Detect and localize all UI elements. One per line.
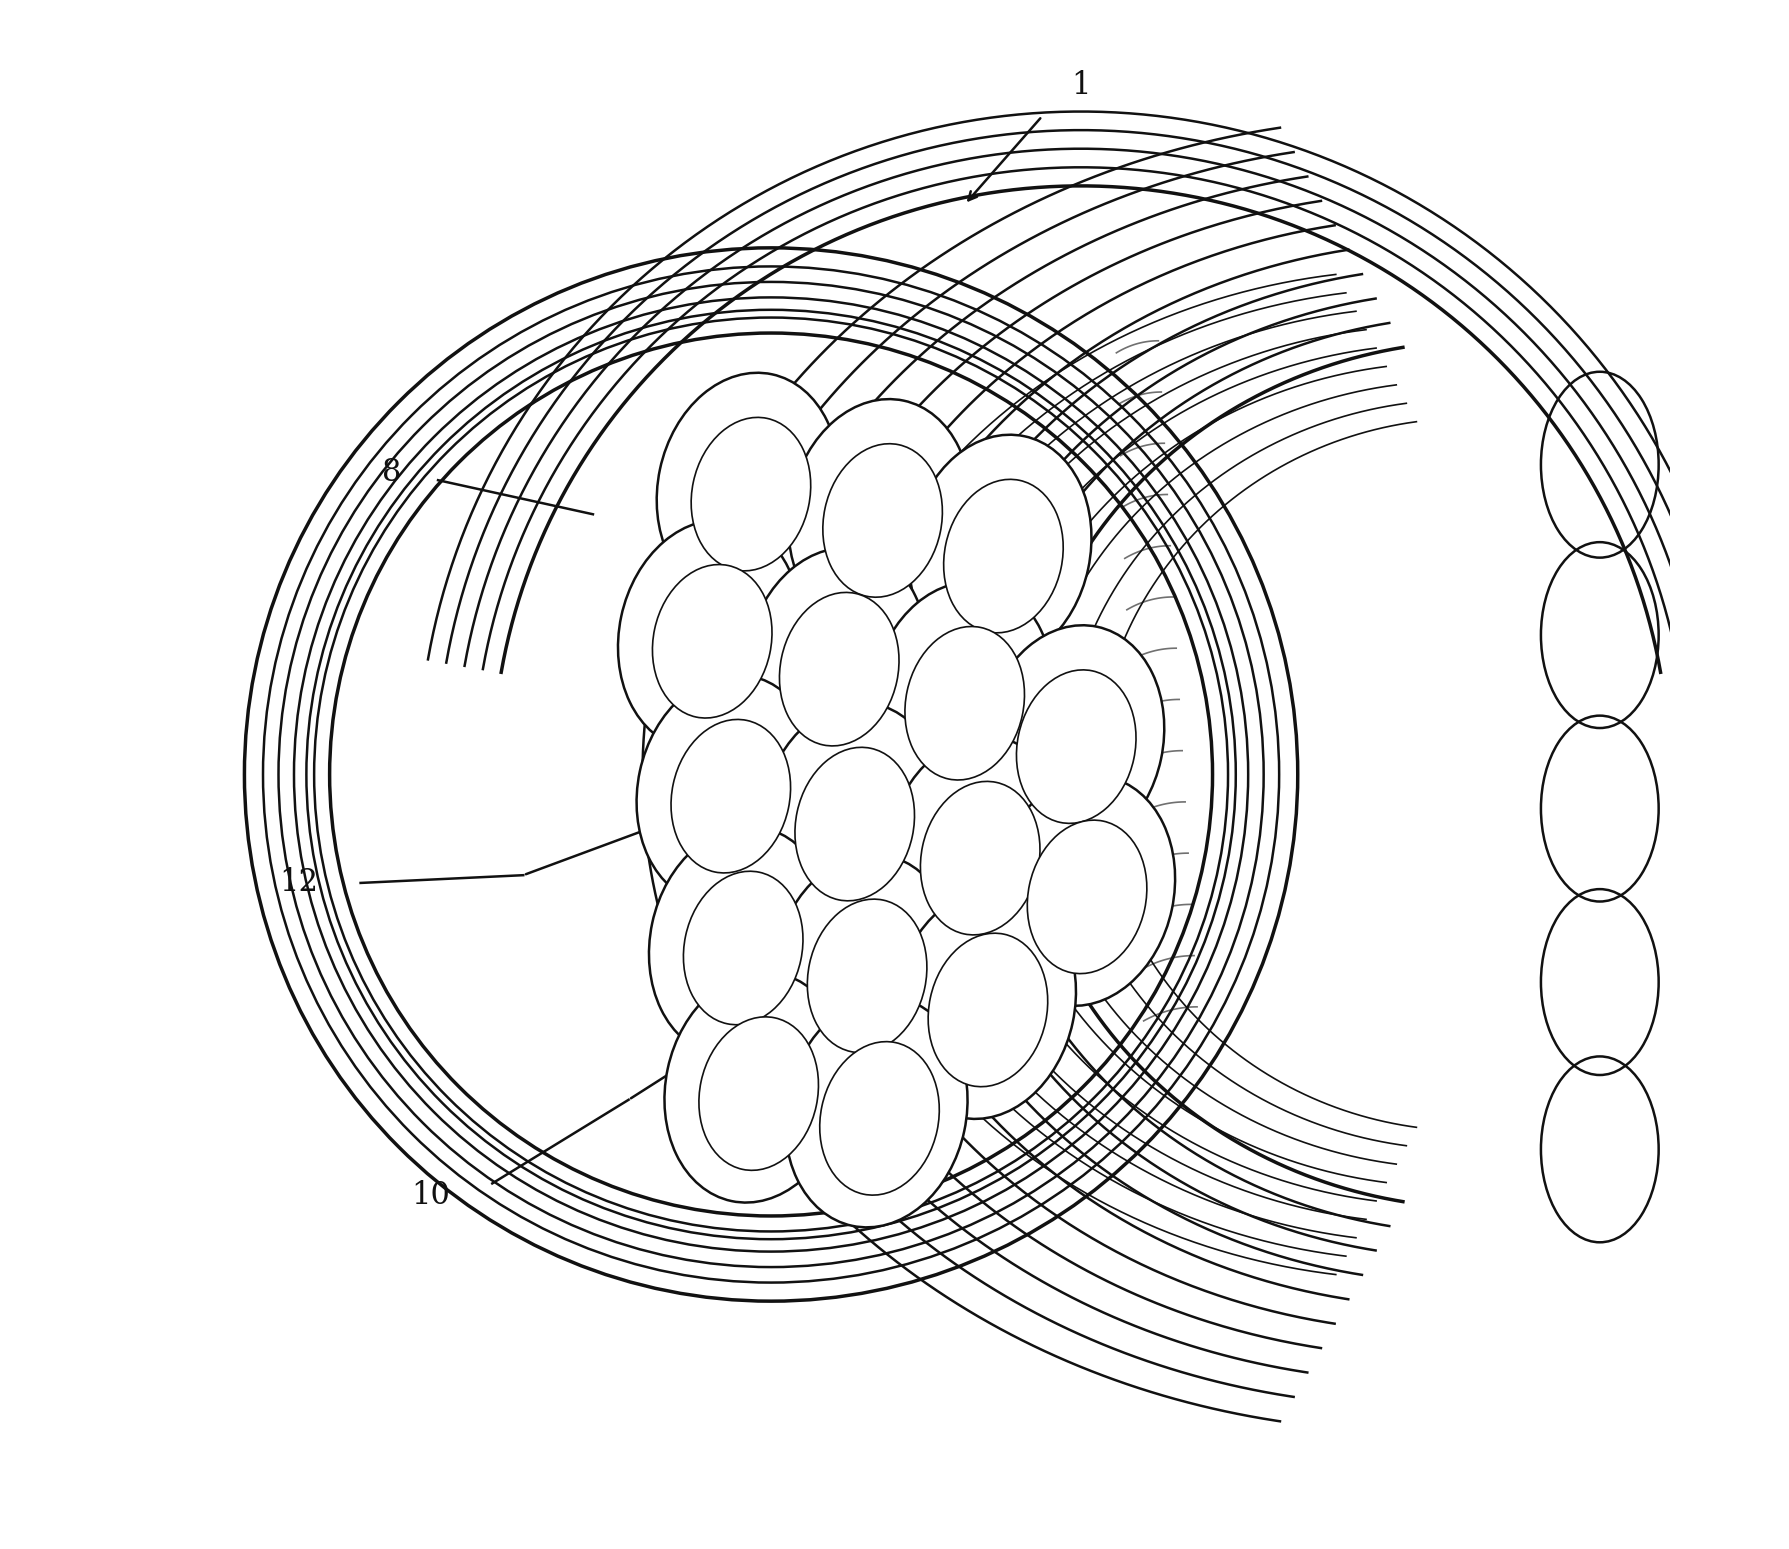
- Ellipse shape: [785, 998, 968, 1227]
- Text: 1: 1: [1070, 70, 1090, 101]
- Ellipse shape: [683, 871, 803, 1025]
- Ellipse shape: [1016, 669, 1136, 824]
- Ellipse shape: [794, 747, 914, 902]
- Ellipse shape: [920, 781, 1039, 936]
- Ellipse shape: [773, 855, 955, 1084]
- Ellipse shape: [760, 703, 943, 932]
- Ellipse shape: [1027, 819, 1147, 974]
- Ellipse shape: [993, 776, 1174, 1005]
- Ellipse shape: [869, 582, 1052, 812]
- Ellipse shape: [691, 417, 810, 572]
- Text: 8: 8: [381, 457, 401, 488]
- Ellipse shape: [928, 932, 1047, 1087]
- Ellipse shape: [943, 479, 1063, 634]
- Ellipse shape: [617, 520, 800, 750]
- Ellipse shape: [909, 435, 1091, 665]
- Ellipse shape: [886, 737, 1068, 967]
- Ellipse shape: [637, 675, 818, 905]
- Ellipse shape: [657, 373, 839, 603]
- Ellipse shape: [893, 889, 1075, 1118]
- Ellipse shape: [819, 1041, 939, 1196]
- Ellipse shape: [787, 400, 970, 629]
- Ellipse shape: [982, 626, 1163, 855]
- Ellipse shape: [823, 443, 941, 598]
- Ellipse shape: [649, 827, 830, 1056]
- Ellipse shape: [905, 626, 1023, 781]
- Ellipse shape: [778, 592, 898, 747]
- Ellipse shape: [651, 564, 771, 719]
- Ellipse shape: [698, 1016, 818, 1171]
- Ellipse shape: [671, 719, 791, 874]
- Ellipse shape: [807, 898, 927, 1053]
- Ellipse shape: [664, 973, 846, 1202]
- Ellipse shape: [744, 548, 927, 778]
- Text: 12: 12: [279, 867, 318, 898]
- Text: 10: 10: [411, 1180, 449, 1211]
